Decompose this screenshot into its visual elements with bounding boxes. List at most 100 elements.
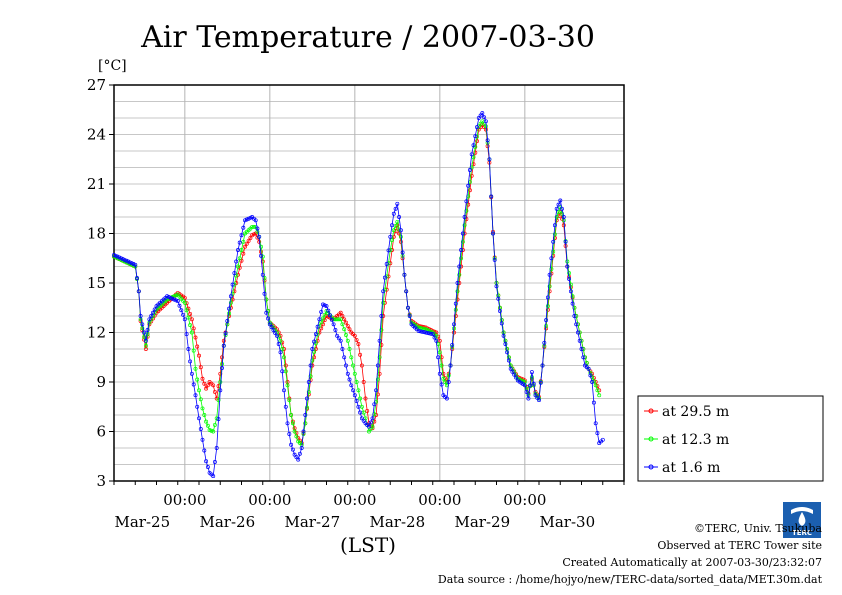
data-point <box>356 404 361 409</box>
data-point <box>547 272 552 277</box>
data-point <box>358 352 363 357</box>
data-point <box>189 330 194 335</box>
data-point <box>174 298 178 303</box>
data-point <box>464 208 469 213</box>
data-point <box>195 404 200 409</box>
data-point <box>294 434 299 439</box>
data-point <box>175 299 180 304</box>
data-point <box>228 294 233 299</box>
data-point <box>393 224 398 229</box>
data-point <box>572 314 577 318</box>
data-point <box>558 198 563 203</box>
legend-label: at 12.3 m <box>662 432 729 448</box>
data-point <box>202 448 207 453</box>
chart-title: Air Temperature / 2007-03-30 <box>140 20 595 55</box>
data-point <box>313 332 318 337</box>
data-point <box>551 249 556 254</box>
data-point <box>560 206 564 211</box>
data-point <box>186 315 191 320</box>
data-point <box>588 373 593 378</box>
data-point <box>344 333 348 337</box>
data-point <box>590 380 595 384</box>
data-point <box>439 363 444 368</box>
data-point <box>212 389 217 394</box>
y-tick-label: 6 <box>96 423 106 441</box>
data-point <box>390 223 394 228</box>
data-point <box>352 333 357 338</box>
data-point <box>285 421 290 426</box>
data-point <box>576 330 580 335</box>
data-point <box>191 348 196 353</box>
data-point <box>207 427 212 432</box>
data-point <box>204 459 209 464</box>
data-point <box>508 366 513 371</box>
data-point <box>228 300 233 305</box>
data-point <box>586 366 591 371</box>
data-point <box>467 168 472 172</box>
data-point <box>274 333 279 338</box>
data-point <box>510 369 515 374</box>
data-point <box>554 206 559 211</box>
data-point <box>296 457 301 462</box>
data-point <box>595 388 600 393</box>
data-point <box>205 383 210 388</box>
y-tick-label: 9 <box>96 373 106 391</box>
data-point <box>372 419 377 424</box>
data-point <box>209 428 214 433</box>
data-point <box>198 365 203 370</box>
data-point <box>367 424 371 429</box>
data-point <box>514 375 518 380</box>
data-point <box>211 429 216 434</box>
data-point <box>115 254 120 259</box>
data-point <box>266 316 271 321</box>
data-point <box>395 201 400 206</box>
x-tick-date-label: Mar-26 <box>200 513 256 531</box>
data-point <box>354 337 359 342</box>
data-point <box>352 371 357 376</box>
data-point <box>542 340 547 345</box>
data-point <box>512 372 517 377</box>
data-point <box>397 231 402 236</box>
data-point <box>342 355 347 360</box>
data-point <box>283 363 288 368</box>
data-point <box>406 305 410 310</box>
legend-swatch-marker <box>648 436 654 442</box>
data-point <box>356 388 361 393</box>
data-point <box>237 240 242 245</box>
data-point <box>464 199 469 204</box>
data-point <box>289 413 294 417</box>
data-point <box>482 121 487 126</box>
data-point <box>182 295 187 300</box>
data-point <box>556 210 561 215</box>
data-point <box>211 383 216 388</box>
data-point <box>545 304 550 309</box>
data-point <box>475 125 479 130</box>
data-point <box>421 330 426 335</box>
data-point <box>483 119 488 124</box>
data-point <box>475 139 479 144</box>
data-point <box>489 194 494 199</box>
data-point <box>420 329 425 334</box>
data-point <box>391 228 396 233</box>
x-tick-time-label: 00:00 <box>418 491 461 509</box>
data-point <box>561 215 566 219</box>
data-point <box>529 375 534 380</box>
data-point <box>143 343 148 348</box>
data-point <box>152 307 157 312</box>
logo-text: TERC <box>792 529 812 537</box>
data-point <box>359 363 364 368</box>
data-point <box>491 231 495 236</box>
data-point <box>135 276 139 280</box>
data-point <box>212 460 217 464</box>
y-tick-label: 21 <box>87 175 106 193</box>
data-point <box>237 256 242 261</box>
data-point <box>283 369 288 374</box>
data-point <box>195 344 200 349</box>
data-point <box>230 282 235 287</box>
data-point <box>351 388 356 393</box>
data-point <box>349 355 354 360</box>
data-point <box>375 363 380 368</box>
data-point <box>441 376 446 381</box>
terc-logo: TERC <box>783 502 821 538</box>
data-point <box>563 239 568 244</box>
